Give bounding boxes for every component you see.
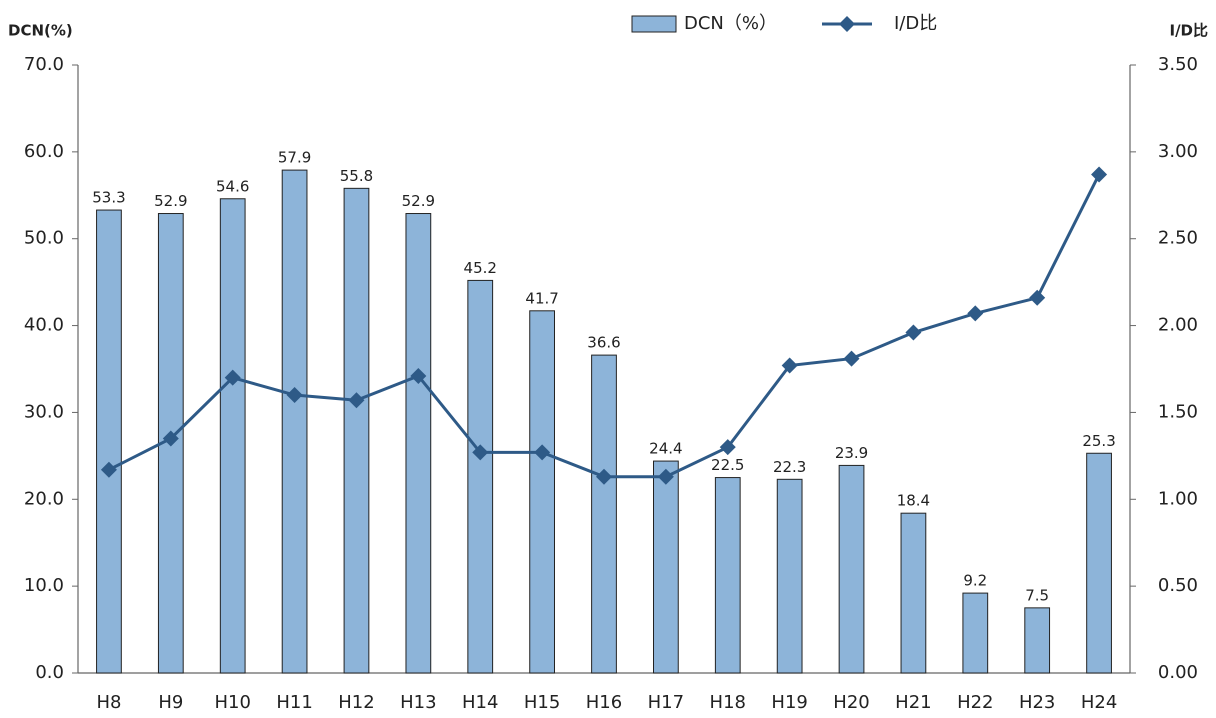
x-tick-label: H9 <box>158 692 183 713</box>
x-tick-label: H24 <box>1081 692 1117 713</box>
line-marker <box>410 367 427 384</box>
x-tick-label: H8 <box>96 692 121 713</box>
bar-label: 54.6 <box>216 177 249 195</box>
line-marker <box>1091 166 1108 183</box>
bar <box>900 512 927 674</box>
bar-label: 24.4 <box>649 440 682 458</box>
x-tick-label: H23 <box>1019 692 1055 713</box>
bar <box>219 198 246 674</box>
line-marker <box>472 444 489 461</box>
y2-tick-label: 0.00 <box>1158 662 1198 683</box>
bar-label: 22.3 <box>773 458 806 476</box>
y-tick-label: 10.0 <box>24 575 64 596</box>
line-marker <box>224 369 241 386</box>
bar <box>776 478 803 674</box>
x-tick-label: H22 <box>957 692 993 713</box>
bar <box>281 169 308 674</box>
line-marker <box>967 305 984 322</box>
bar <box>405 213 432 674</box>
bar <box>529 310 555 674</box>
bar <box>467 279 494 674</box>
bar <box>1086 452 1112 674</box>
y2-tick-label: 3.50 <box>1158 54 1198 75</box>
legend-label: DCN（%） <box>684 13 777 34</box>
y2-tick-label: 3.00 <box>1158 141 1198 162</box>
x-tick-label: H17 <box>648 692 684 713</box>
line-marker <box>162 430 179 447</box>
bar <box>343 187 370 674</box>
y-tick-label: 20.0 <box>24 488 64 509</box>
y-tick-label: 0.0 <box>35 662 64 683</box>
bar <box>653 460 679 674</box>
bar-label: 23.9 <box>835 444 868 462</box>
bar-label: 52.9 <box>154 192 187 210</box>
x-tick-label: H11 <box>276 692 312 713</box>
bar <box>1024 607 1051 674</box>
y2-tick-label: 1.50 <box>1158 401 1198 422</box>
line-marker <box>1029 289 1046 306</box>
x-tick-label: H13 <box>400 692 436 713</box>
y2-tick-label: 0.50 <box>1158 575 1198 596</box>
legend-label: I/D比 <box>894 13 937 34</box>
bar-label: 7.5 <box>1025 586 1049 604</box>
x-tick-label: H14 <box>462 692 498 713</box>
x-tick-label: H15 <box>524 692 560 713</box>
bar <box>96 209 122 674</box>
bar-label: 45.2 <box>464 259 497 277</box>
bar <box>962 592 989 674</box>
legend-swatch <box>839 16 855 32</box>
bar <box>591 354 617 674</box>
bar-label: 55.8 <box>340 167 373 185</box>
x-tick-label: H21 <box>895 692 931 713</box>
line-marker <box>719 439 736 456</box>
bar-label: 41.7 <box>525 289 558 307</box>
bar-label: 9.2 <box>963 572 987 590</box>
x-tick-label: H20 <box>833 692 869 713</box>
bar-label: 18.4 <box>897 492 930 510</box>
y2-tick-label: 1.00 <box>1158 488 1198 509</box>
line-marker <box>905 324 922 341</box>
y-tick-label: 30.0 <box>24 401 64 422</box>
y-tick-label: 50.0 <box>24 228 64 249</box>
bar-label: 57.9 <box>278 149 311 167</box>
x-tick-label: H19 <box>771 692 807 713</box>
bar-label: 53.3 <box>92 189 125 207</box>
bar-label: 36.6 <box>587 334 620 352</box>
y2-axis-title: I/D比 <box>1169 22 1208 40</box>
line-marker <box>348 392 365 409</box>
legend-swatch <box>631 15 677 33</box>
line-marker <box>781 357 798 374</box>
bar-label: 22.5 <box>711 456 744 474</box>
line-marker <box>657 468 674 485</box>
bar-label: 52.9 <box>402 192 435 210</box>
y-tick-label: 70.0 <box>24 54 64 75</box>
x-tick-label: H12 <box>338 692 374 713</box>
y-axis-title: DCN(%) <box>8 22 73 40</box>
line-marker <box>534 444 551 461</box>
line-marker <box>596 468 612 485</box>
y-tick-label: 40.0 <box>24 315 64 336</box>
bar-label: 25.3 <box>1082 432 1115 450</box>
bar <box>838 464 865 674</box>
x-tick-label: H10 <box>214 692 250 713</box>
x-tick-label: H16 <box>586 692 622 713</box>
y2-tick-label: 2.00 <box>1158 315 1198 336</box>
y-tick-label: 60.0 <box>24 141 64 162</box>
x-tick-label: H18 <box>710 692 746 713</box>
y2-tick-label: 2.50 <box>1158 228 1198 249</box>
line-marker <box>100 461 117 478</box>
bar <box>714 477 741 674</box>
line-marker <box>843 350 860 367</box>
line-marker <box>286 387 303 404</box>
